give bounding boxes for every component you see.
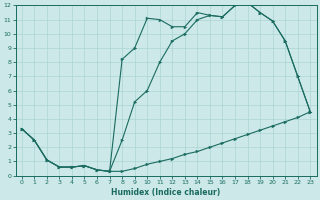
X-axis label: Humidex (Indice chaleur): Humidex (Indice chaleur) <box>111 188 221 197</box>
